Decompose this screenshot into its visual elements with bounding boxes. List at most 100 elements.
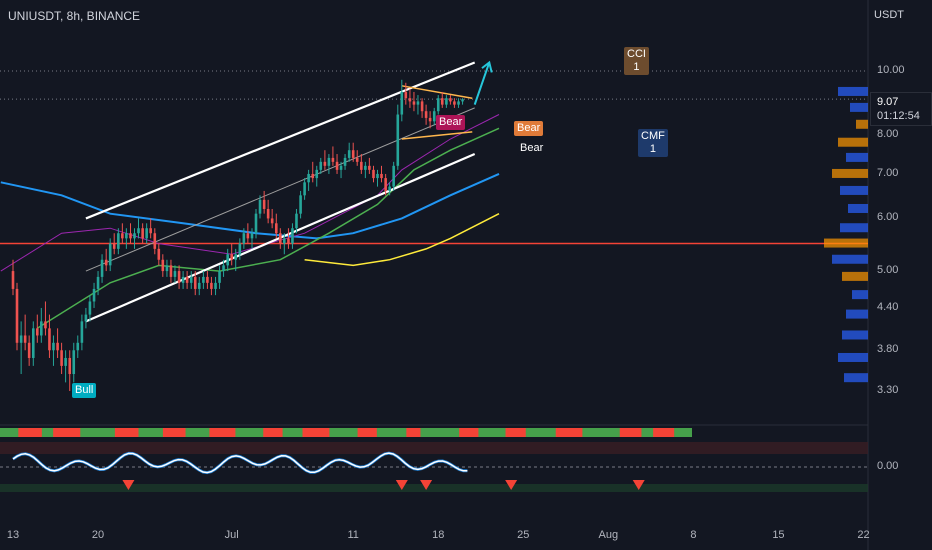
candle-body (226, 254, 229, 265)
time-tick-label: Aug (599, 529, 619, 541)
candle-body (113, 244, 116, 249)
price-tick-label: 4.40 (877, 301, 898, 313)
upper-channel-line (86, 62, 475, 218)
candle-body (324, 162, 327, 166)
candle-body (60, 350, 63, 366)
candle-body (12, 271, 15, 289)
candle-body (186, 277, 189, 283)
time-tick-label: 11 (347, 529, 358, 541)
projection-arrow (475, 62, 490, 104)
volume-profile-bar (844, 373, 868, 382)
candle-body (52, 343, 55, 350)
candle-body (372, 170, 375, 178)
candle-body (190, 277, 193, 283)
candle-body (210, 283, 213, 289)
candle-body (247, 233, 250, 238)
candle-body (174, 271, 177, 277)
candle-body (267, 209, 270, 218)
signal-strip-red (53, 428, 80, 437)
candle-body (392, 166, 395, 187)
volume-profile-bar (832, 169, 868, 178)
candle-body (364, 166, 367, 170)
candle-body (449, 98, 452, 101)
signal-strip-red (620, 428, 642, 437)
candle-body (336, 162, 339, 170)
signal-strip-red (506, 428, 526, 437)
candle-body (117, 233, 120, 249)
candle-body (137, 228, 140, 233)
candle-body (194, 277, 197, 289)
candle-body (303, 182, 306, 195)
symbol-title[interactable]: UNIUSDT, 8h, BINANCE (8, 9, 140, 23)
candle-body (328, 158, 331, 166)
candle-body (158, 249, 161, 260)
candle-body (149, 228, 152, 233)
candle-body (56, 343, 59, 350)
candle-body (105, 260, 108, 266)
volume-profile-bar (840, 223, 868, 232)
oscillator-zero-label: 0.00 (877, 460, 898, 472)
candle-body (287, 238, 290, 243)
candle-body (198, 283, 201, 289)
candle-body (421, 101, 424, 111)
candle-body (283, 238, 286, 243)
candle-body (348, 150, 351, 158)
candle-body (457, 101, 460, 104)
volume-profile-bar (846, 310, 868, 319)
candle-body (182, 277, 185, 283)
candle-body (413, 101, 416, 104)
candle-body (133, 233, 136, 238)
bar-countdown: 01:12:54 (877, 109, 925, 123)
wedge-upper-line (402, 86, 472, 98)
candle-body (101, 260, 104, 277)
candle-body (409, 98, 412, 101)
candle-body (121, 233, 124, 238)
candle-body (218, 271, 221, 283)
candle-body (275, 223, 278, 233)
time-tick-label: 13 (7, 529, 19, 541)
candle-body (36, 328, 39, 335)
candle-body (380, 174, 383, 178)
candle-body (48, 328, 51, 350)
wedge-lower-line (402, 132, 472, 139)
volume-profile-bar (840, 186, 868, 195)
candle-body (234, 254, 237, 259)
candle-body (315, 170, 318, 178)
time-tick-label: 22 (857, 529, 869, 541)
price-tick-label: 8.00 (877, 128, 898, 140)
candle-body (129, 233, 132, 238)
candle-body (141, 228, 144, 238)
candle-body (85, 315, 88, 322)
candle-body (40, 321, 43, 335)
candle-body (429, 118, 432, 121)
candle-body (20, 335, 23, 342)
time-tick-label: 20 (92, 529, 104, 541)
candle-body (166, 265, 169, 271)
cci-label: CCI 1 (624, 47, 649, 75)
volume-profile-bar (850, 103, 868, 112)
candle-body (125, 233, 128, 238)
candle-body (24, 335, 27, 342)
signal-strip-red (163, 428, 186, 437)
candle-body (170, 265, 173, 277)
ema-slow-line (1, 174, 499, 239)
candle-body (243, 233, 246, 243)
candle-body (461, 99, 464, 101)
candle-body (222, 265, 225, 271)
candle-body (68, 358, 71, 374)
candle-body (279, 233, 282, 243)
candle-body (202, 277, 205, 283)
candle-body (32, 328, 35, 358)
signal-strip-red (263, 428, 282, 437)
volume-profile-bar (838, 87, 868, 96)
candle-body (76, 343, 79, 350)
candle-body (352, 150, 355, 158)
signal-strip-red (556, 428, 583, 437)
time-tick-label: 18 (432, 529, 444, 541)
time-tick-label: 25 (517, 529, 529, 541)
candle-body (295, 214, 298, 229)
candle-body (239, 244, 242, 255)
time-tick-label: 8 (690, 529, 696, 541)
